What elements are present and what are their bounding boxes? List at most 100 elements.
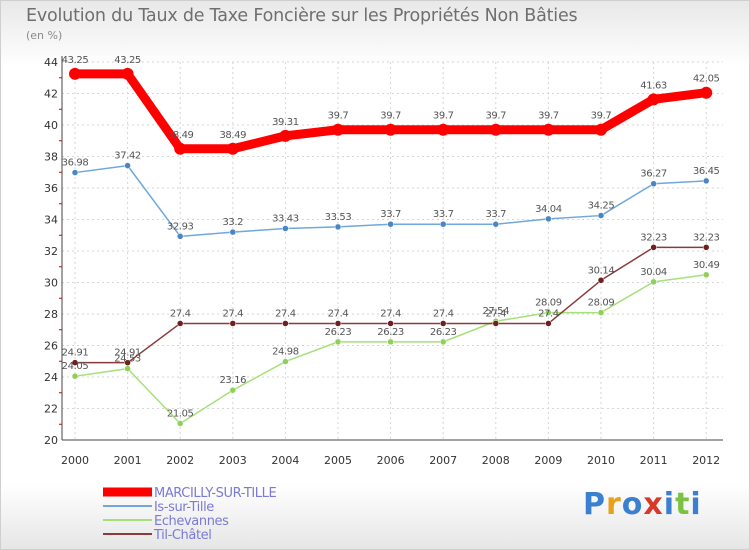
data-label: 27.54	[482, 306, 509, 317]
data-point	[282, 225, 289, 232]
data-label: 27.4	[433, 308, 454, 319]
y-tick-label: 20	[44, 434, 58, 447]
y-tick-label: 24	[44, 371, 58, 384]
data-point	[282, 320, 289, 327]
data-label: 33.7	[380, 209, 401, 220]
legend-label: Til-Châtel	[153, 528, 211, 543]
data-point	[71, 372, 79, 380]
data-label: 30.49	[693, 260, 720, 271]
x-tick-label: 2011	[640, 454, 668, 467]
y-tick-label: 30	[44, 277, 58, 290]
data-point	[545, 320, 552, 327]
data-point	[597, 277, 605, 284]
y-tick-label: 32	[44, 245, 58, 258]
data-point	[650, 278, 657, 286]
data-label: 39.31	[272, 117, 299, 128]
x-tick-label: 2006	[377, 454, 405, 467]
data-label: 37.42	[114, 151, 141, 162]
data-label: 38.49	[167, 130, 194, 141]
data-point	[121, 67, 134, 80]
data-point	[439, 320, 447, 327]
data-point	[702, 244, 710, 251]
logo-letter: t	[675, 487, 691, 522]
data-label: 26.23	[377, 327, 404, 338]
logo-letter: i	[663, 487, 676, 522]
data-point	[597, 309, 605, 316]
data-label: 28.09	[588, 298, 615, 309]
x-tick-label: 2000	[61, 454, 89, 467]
logo-letter: r	[606, 487, 622, 522]
data-label: 39.7	[433, 111, 454, 122]
data-point	[439, 338, 447, 346]
data-label: 27.4	[538, 308, 559, 319]
data-point	[492, 320, 500, 327]
data-label: 34.25	[588, 201, 615, 212]
data-point	[437, 123, 450, 136]
data-point	[174, 142, 187, 155]
data-label: 26.23	[325, 327, 352, 338]
data-point	[69, 67, 81, 80]
data-label: 39.7	[591, 111, 612, 122]
logo-letter: x	[643, 487, 664, 522]
data-point	[650, 180, 657, 187]
x-tick-label: 2001	[114, 454, 142, 467]
y-tick-label: 44	[44, 56, 58, 69]
data-label: 27.4	[328, 308, 349, 319]
data-point	[176, 233, 184, 240]
data-label: 39.7	[485, 111, 506, 122]
data-point	[334, 223, 342, 231]
data-label: 32.93	[167, 221, 194, 232]
data-label: 30.04	[640, 267, 667, 278]
data-point	[124, 365, 131, 372]
data-point	[650, 244, 657, 251]
y-tick-label: 40	[44, 119, 58, 132]
data-point	[700, 86, 713, 99]
data-label: 42.05	[693, 74, 720, 85]
data-label: 33.7	[485, 209, 506, 220]
data-point	[282, 358, 289, 365]
chart-title: Evolution du Taux de Taxe Foncière sur l…	[26, 6, 578, 26]
data-label: 36.98	[62, 158, 89, 169]
data-label: 41.63	[640, 80, 667, 91]
y-tick-label: 28	[44, 308, 58, 321]
data-point	[334, 338, 342, 346]
data-label: 27.4	[275, 308, 296, 319]
legend-label: Is-sur-Tille	[154, 500, 214, 515]
data-label: 33.53	[325, 212, 352, 223]
data-label: 33.43	[272, 213, 299, 224]
data-label: 36.27	[640, 169, 667, 180]
legend-label: Echevannes	[154, 514, 229, 529]
data-label: 21.05	[167, 408, 194, 419]
data-label: 39.7	[538, 111, 559, 122]
data-point	[332, 123, 344, 136]
data-label: 36.45	[693, 166, 720, 177]
data-point	[545, 215, 552, 223]
data-point	[597, 212, 605, 219]
data-point	[279, 129, 292, 142]
data-label: 34.04	[535, 204, 562, 215]
data-point	[647, 93, 660, 106]
x-tick-label: 2012	[692, 454, 720, 467]
data-label: 30.14	[588, 265, 615, 276]
data-point	[492, 220, 500, 228]
y-tick-label: 34	[44, 214, 58, 227]
data-label: 32.23	[693, 232, 720, 243]
data-point	[229, 320, 237, 327]
data-label: 24.05	[62, 361, 89, 372]
legend-label: MARCILLY-SUR-TILLE	[154, 486, 276, 501]
proxiti-logo: Proxiti	[583, 487, 702, 522]
x-tick-label: 2003	[219, 454, 247, 467]
logo-letter: i	[690, 487, 702, 522]
data-label: 39.7	[328, 111, 349, 122]
data-label: 33.2	[222, 217, 243, 228]
data-point	[71, 359, 79, 366]
y-tick-label: 22	[44, 403, 58, 416]
x-tick-label: 2007	[429, 454, 457, 467]
x-tick-label: 2002	[166, 454, 194, 467]
data-point	[176, 420, 184, 427]
data-point	[702, 177, 710, 185]
data-label: 24.98	[272, 347, 299, 358]
data-point	[702, 271, 710, 279]
data-point	[489, 123, 502, 136]
